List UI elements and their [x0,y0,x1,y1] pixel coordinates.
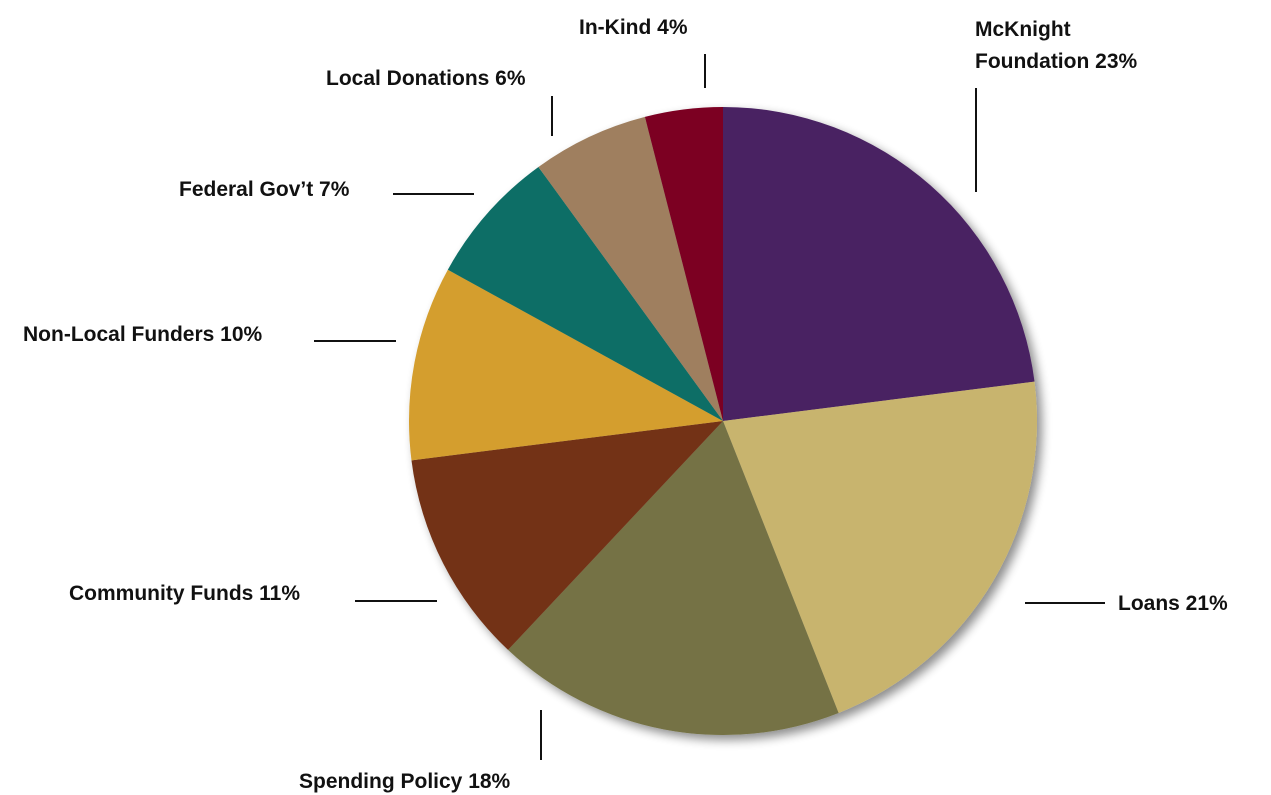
pie-slices [409,107,1037,736]
slice-label-mcknight-line1: McKnight [975,18,1071,41]
pie-slice-mcknight-foundation-23 [723,107,1035,421]
slice-label-spending-policy: Spending Policy 18% [299,770,511,793]
slice-label-federal-govt: Federal Gov’t 7% [179,178,350,201]
pie-slice-local-donations-6 [538,116,723,422]
slice-label-non-local-funders: Non-Local Funders 10% [23,323,263,346]
pie-slice-loans-21 [723,381,1037,713]
pie-slice-in-kind-4 [644,107,723,421]
slice-label-local-donations: Local Donations 6% [326,67,526,90]
slice-label-loans: Loans 21% [1118,592,1228,615]
slice-label-in-kind: In-Kind 4% [579,16,688,39]
pie-slice-spending-policy-18 [508,421,839,736]
slice-label-mcknight-line2: Foundation 23% [975,50,1137,73]
pie-slice-non-local-funders-10 [409,269,723,461]
pie-slice-community-funds-11 [411,421,723,650]
slice-label-community-funds: Community Funds 11% [69,582,300,605]
pie-slice-federal-gov-t-7 [447,166,723,421]
